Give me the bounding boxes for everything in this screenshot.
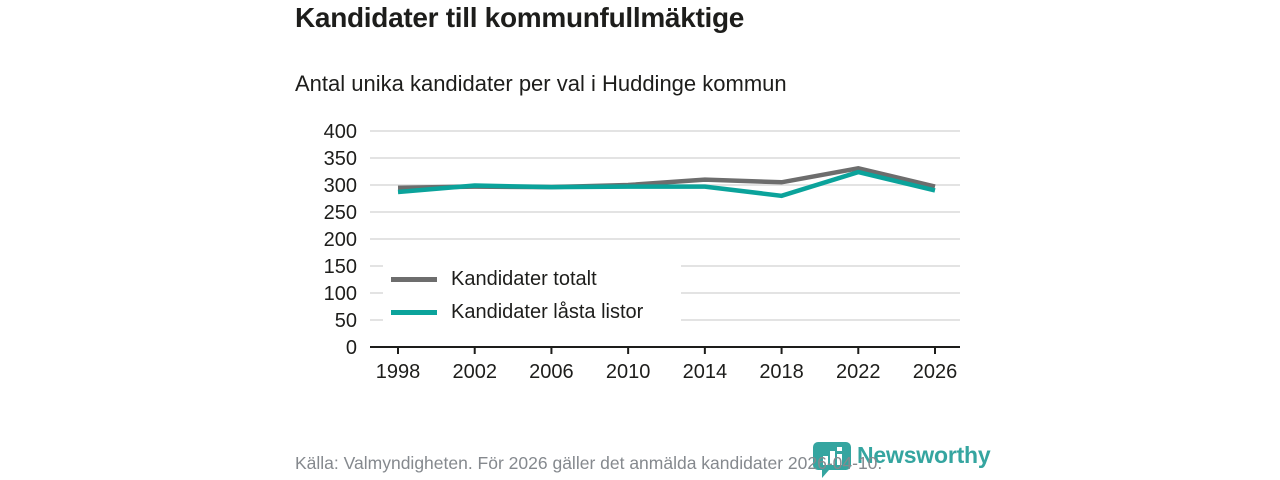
chart-subtitle: Antal unika kandidater per val i Hudding… — [295, 71, 787, 96]
x-tick-label-2006: 2006 — [529, 361, 574, 383]
legend-swatch-total — [391, 276, 437, 282]
newsworthy-logo: Newsworthy — [813, 440, 991, 478]
y-tick-label-150: 150 — [324, 256, 357, 278]
page-title: Kandidater till kommunfullmäktige — [295, 2, 745, 33]
legend-label-total: Kandidater totalt — [451, 267, 597, 290]
x-tick-label-2002: 2002 — [452, 361, 497, 383]
legend-item-total: Kandidater totalt — [391, 267, 673, 291]
newsworthy-logo-icon — [813, 442, 851, 478]
x-tick-label-2018: 2018 — [759, 361, 804, 383]
y-tick-label-350: 350 — [324, 148, 357, 170]
x-tick-label-2022: 2022 — [836, 361, 881, 383]
legend-item-locked-lists: Kandidater låsta listor — [391, 300, 673, 324]
x-tick-label-2026: 2026 — [913, 361, 958, 383]
y-tick-label-50: 50 — [335, 310, 357, 332]
y-tick-label-200: 200 — [324, 229, 357, 251]
x-tick-label-2014: 2014 — [683, 361, 728, 383]
x-tick-label-2010: 2010 — [606, 361, 651, 383]
y-tick-label-0: 0 — [346, 337, 357, 359]
y-tick-label-300: 300 — [324, 175, 357, 197]
source-note: Källa: Valmyndigheten. För 2026 gäller d… — [295, 453, 883, 473]
newsworthy-logo-text: Newsworthy — [857, 442, 991, 468]
x-tick-label-1998: 1998 — [376, 361, 421, 383]
y-tick-label-100: 100 — [324, 283, 357, 305]
legend-label-locked-lists: Kandidater låsta listor — [451, 300, 644, 323]
y-tick-label-400: 400 — [324, 121, 357, 143]
y-tick-label-250: 250 — [324, 202, 357, 224]
chart-legend: Kandidater totalt Kandidater låsta listo… — [383, 263, 681, 332]
series-line-1 — [397, 169, 936, 199]
legend-swatch-locked-lists — [391, 309, 437, 315]
